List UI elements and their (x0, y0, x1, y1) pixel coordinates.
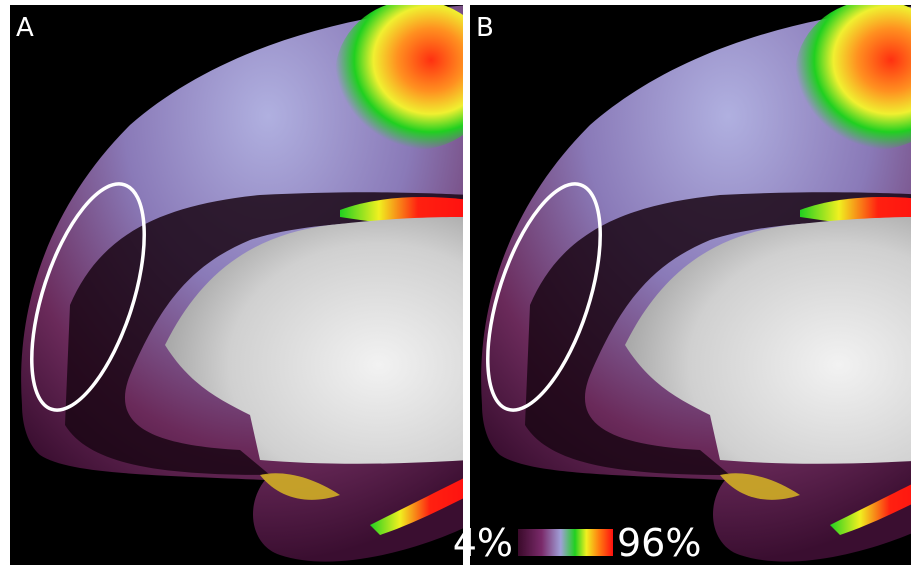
page: {"panels": [{"label": "A"}, {"label": "B… (0, 0, 911, 570)
panel-label: B (476, 13, 494, 43)
brain-map-a (10, 0, 495, 565)
brain-map-b (470, 0, 911, 565)
figure: A B 4% 96% (0, 0, 911, 570)
panel-label: A (16, 13, 34, 43)
colorbar (518, 529, 613, 556)
colorbar-min-label: 4% (453, 521, 513, 565)
colorbar-max-label: 96% (617, 521, 701, 565)
